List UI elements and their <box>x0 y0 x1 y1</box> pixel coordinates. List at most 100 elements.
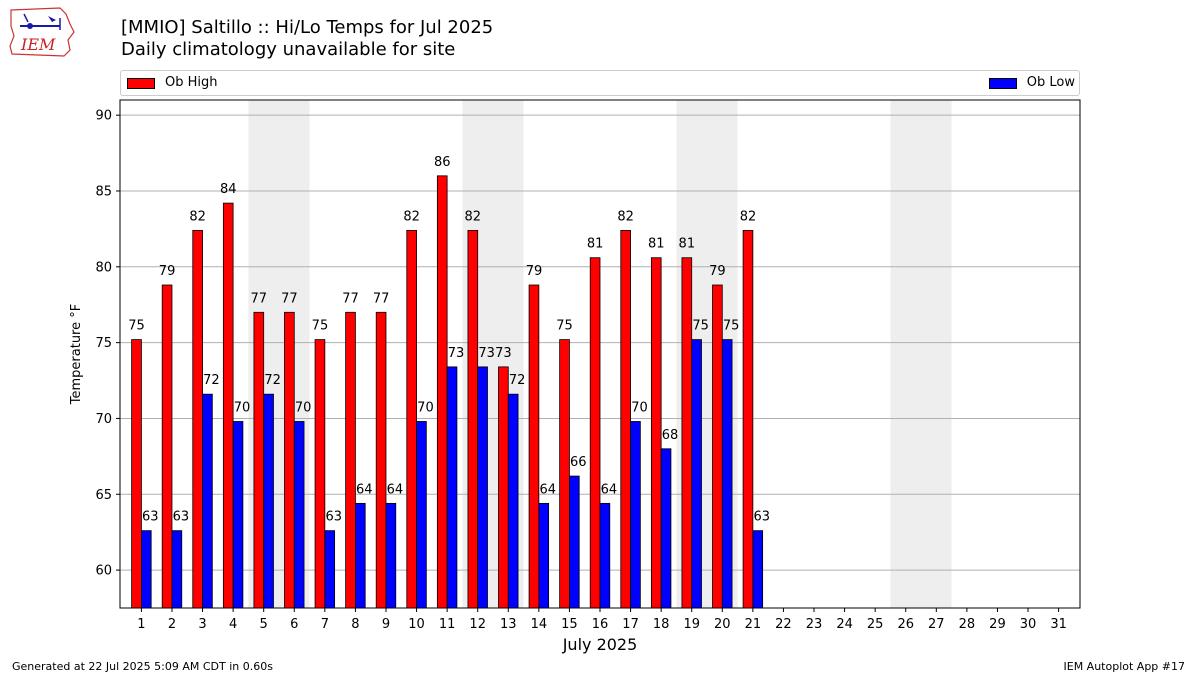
weekend-shade <box>921 100 952 608</box>
x-tick-label: 18 <box>653 617 670 632</box>
generated-footer: Generated at 22 Jul 2025 5:09 AM CDT in … <box>12 660 273 673</box>
bar-low <box>293 421 305 609</box>
bar-high <box>650 257 662 609</box>
svg-text:IEM: IEM <box>20 35 56 54</box>
weekend-shade <box>462 100 493 608</box>
x-tick-label: 21 <box>745 617 762 632</box>
chart-legend: Ob High Ob Low <box>120 70 1080 96</box>
data-label-low: 70 <box>631 400 648 415</box>
data-label-high: 77 <box>251 291 268 306</box>
chart-title: [MMIO] Saltillo :: Hi/Lo Temps for Jul 2… <box>121 17 494 38</box>
app-footer: IEM Autoplot App #17 <box>1063 660 1186 673</box>
data-label-high: 77 <box>281 291 298 306</box>
bar-high <box>620 230 631 609</box>
x-tick-label: 14 <box>531 617 548 632</box>
bar-high <box>131 339 142 609</box>
x-tick-label: 26 <box>897 617 914 632</box>
legend-swatch-high <box>127 77 155 89</box>
bar-low <box>263 393 274 609</box>
x-tick-label: 6 <box>290 617 298 632</box>
data-label-high: 82 <box>189 209 206 224</box>
y-tick-label: 80 <box>95 260 112 275</box>
data-label-low: 64 <box>539 482 556 497</box>
bar-high <box>406 230 417 609</box>
data-label-high: 82 <box>465 209 482 224</box>
weekend-shade <box>707 100 738 608</box>
data-label-low: 75 <box>723 319 740 334</box>
bar-low <box>324 530 336 609</box>
weekend-shade <box>248 100 279 608</box>
x-tick-label: 4 <box>229 617 237 632</box>
data-label-high: 75 <box>556 319 573 334</box>
data-label-low: 63 <box>142 510 159 525</box>
data-label-high: 82 <box>403 209 420 224</box>
legend-label-low: Ob Low <box>1026 75 1075 90</box>
data-label-high: 84 <box>220 182 237 197</box>
bar-low <box>630 421 641 609</box>
bar-low <box>507 393 519 609</box>
bar-high <box>253 311 265 609</box>
bar-low <box>569 475 580 609</box>
weekend-shade <box>890 100 922 608</box>
bar-high <box>498 366 509 609</box>
bar-high <box>314 339 326 609</box>
bar-high <box>436 175 448 609</box>
x-tick-label: 17 <box>622 617 639 632</box>
x-tick-label: 24 <box>836 617 853 632</box>
iem-logo: IEM <box>9 7 75 57</box>
bar-high <box>192 230 203 609</box>
data-label-high: 77 <box>373 291 390 306</box>
x-tick-label: 16 <box>592 617 609 632</box>
x-tick-label: 11 <box>439 617 456 632</box>
bar-low <box>141 530 152 609</box>
bar-high <box>681 257 693 609</box>
x-tick-label: 29 <box>989 617 1006 632</box>
bar-low <box>477 366 488 609</box>
x-tick-label: 1 <box>137 617 145 632</box>
y-tick-label: 75 <box>95 336 112 351</box>
bar-high <box>467 230 479 609</box>
weekend-shade <box>676 100 708 608</box>
x-tick-label: 28 <box>959 617 976 632</box>
y-tick-label: 65 <box>95 488 112 503</box>
data-label-low: 72 <box>509 373 526 388</box>
data-label-low: 73 <box>448 346 465 361</box>
bar-low <box>446 366 458 609</box>
data-label-high: 81 <box>679 237 696 252</box>
data-label-low: 63 <box>753 510 770 525</box>
x-tick-label: 30 <box>1020 617 1037 632</box>
data-label-low: 64 <box>387 482 404 497</box>
bar-high <box>559 339 570 609</box>
bar-high <box>742 230 754 609</box>
data-label-high: 82 <box>617 209 634 224</box>
y-tick-label: 90 <box>95 109 112 124</box>
data-label-low: 64 <box>356 482 373 497</box>
weekend-shade <box>492 100 524 608</box>
bar-high <box>712 284 723 609</box>
bar-high <box>375 311 387 609</box>
legend-entry-high: Ob High <box>127 75 218 91</box>
x-tick-label: 20 <box>714 617 731 632</box>
bar-high <box>284 311 295 609</box>
bar-low <box>171 530 183 609</box>
x-tick-label: 19 <box>683 617 700 632</box>
legend-label-high: Ob High <box>165 75 218 90</box>
data-label-high: 73 <box>495 346 512 361</box>
data-label-high: 82 <box>740 209 757 224</box>
x-axis-label: July 2025 <box>562 635 638 654</box>
legend-entry-low: Ob Low <box>988 75 1075 91</box>
x-tick-label: 31 <box>1050 617 1067 632</box>
y-tick-label: 85 <box>95 184 112 199</box>
bar-low <box>232 421 244 609</box>
data-label-high: 77 <box>342 291 359 306</box>
bar-low <box>691 339 702 609</box>
data-label-high: 79 <box>526 264 543 279</box>
data-label-low: 63 <box>173 510 190 525</box>
bar-low <box>355 502 366 609</box>
bar-low <box>538 502 550 609</box>
bar-low <box>660 448 672 609</box>
data-label-high: 75 <box>128 319 145 334</box>
data-label-high: 86 <box>434 155 451 170</box>
bar-low <box>721 339 733 609</box>
